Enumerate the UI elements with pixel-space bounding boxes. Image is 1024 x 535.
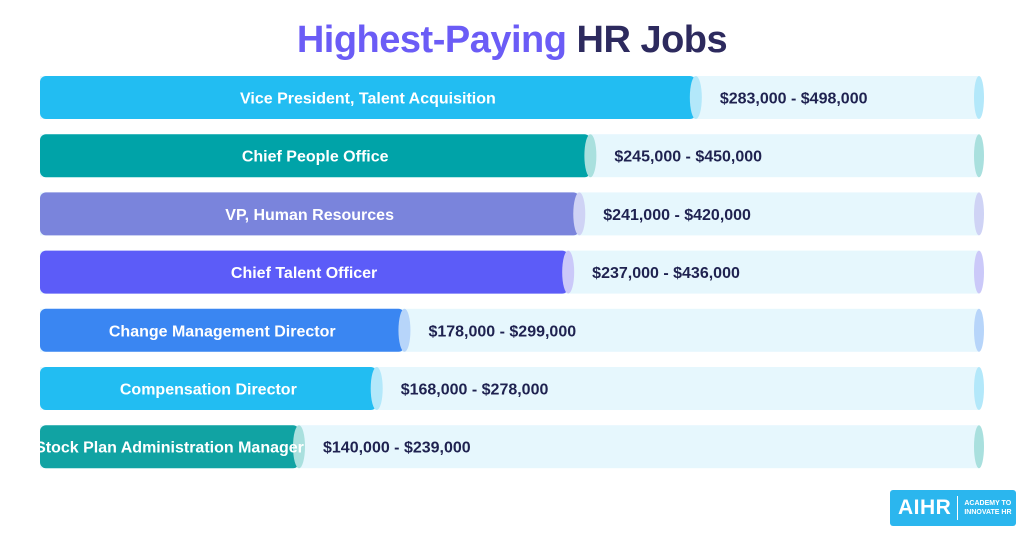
bar <box>40 425 299 469</box>
salary-range-label: $245,000 - $450,000 <box>614 149 762 166</box>
bar <box>40 76 696 119</box>
track-end-cap <box>974 250 984 294</box>
title-part-1: Highest-Paying <box>296 19 567 61</box>
bar-end-cap <box>584 134 597 178</box>
salary-range-label: $168,000 - $278,000 <box>401 382 549 399</box>
logo-tagline: ACADEMY TO INNOVATE HR <box>958 499 1011 517</box>
bar-end-cap <box>689 76 702 119</box>
bar <box>40 367 377 410</box>
logo-tagline-line-1: ACADEMY TO <box>964 500 1012 507</box>
bar-end-cap <box>370 367 383 410</box>
salary-range-label: $140,000 - $239,000 <box>323 440 471 457</box>
chart-title: Highest-Paying HR Jobs <box>0 14 1024 66</box>
bar <box>40 250 569 294</box>
salary-range-label: $237,000 - $436,000 <box>592 265 740 282</box>
track-end-cap <box>974 192 984 236</box>
bar-category-label: Chief Talent Officer <box>231 265 377 282</box>
aihr-logo: AIHR ACADEMY TO INNOVATE HR <box>890 490 1016 526</box>
bar-end-cap <box>562 250 575 294</box>
bar-category-label: Vice President, Talent Acquisition <box>240 91 496 108</box>
bar-category-label: Compensation Director <box>120 382 297 399</box>
bar-end-cap <box>293 425 305 469</box>
bar-end-cap <box>398 308 411 352</box>
salary-range-label: $178,000 - $299,000 <box>428 323 576 340</box>
bar-category-label: Chief People Office <box>242 149 389 166</box>
track-end-cap <box>974 367 984 410</box>
bar-category-label: Stock Plan Administration Manager <box>35 440 304 457</box>
logo-tagline-line-2: INNOVATE HR <box>964 509 1012 516</box>
track-end-cap <box>974 76 984 119</box>
bar-end-cap <box>573 192 586 236</box>
title-part-2: HR Jobs <box>576 19 728 61</box>
track-end-cap <box>974 308 984 352</box>
bar-category-label: Change Management Director <box>109 323 336 340</box>
track-end-cap <box>974 134 984 178</box>
logo-mark: AIHR <box>890 496 959 520</box>
bar-category-label: VP, Human Resources <box>225 207 394 224</box>
bar <box>40 134 591 178</box>
bar <box>40 308 405 352</box>
track-end-cap <box>974 425 984 469</box>
salary-range-label: $241,000 - $420,000 <box>603 207 751 224</box>
salary-range-label: $283,000 - $498,000 <box>720 91 868 108</box>
bar <box>40 192 580 236</box>
